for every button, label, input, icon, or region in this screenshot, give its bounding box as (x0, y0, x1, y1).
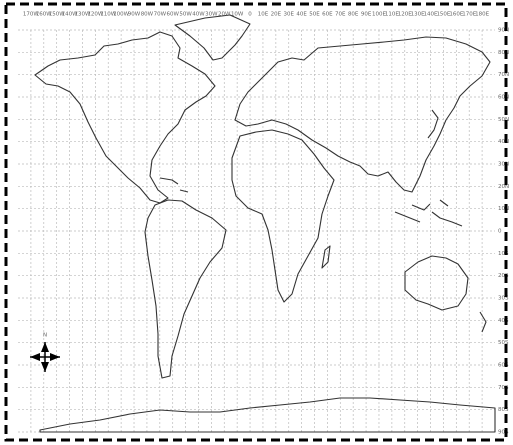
longitude-label: 60W (166, 12, 179, 18)
longitude-label: 20E (271, 12, 282, 18)
africa (231, 129, 335, 303)
longitude-label: 40W (192, 12, 205, 18)
eurasia (234, 36, 491, 193)
longitude-label: 80E (348, 12, 359, 18)
madagascar (321, 245, 331, 269)
longitude-label: 100E (372, 12, 386, 18)
longitude-label: 150W (49, 12, 65, 18)
latitude-label: 90S (498, 430, 509, 436)
frame (4, 2, 508, 442)
caribbean (159, 177, 189, 193)
latitude-label: 20N (498, 184, 509, 190)
latitude-label: 70S (498, 385, 509, 391)
longitude-label: 50W (179, 12, 192, 18)
latitude-label: 0 (498, 229, 502, 235)
longitude-label: 70W (154, 12, 167, 18)
latitude-label: 10N (498, 206, 509, 212)
latitude-label: 40S (498, 318, 509, 324)
latitude-label: 50S (498, 340, 509, 346)
indonesia (394, 199, 463, 227)
longitude-label: 90W (128, 12, 141, 18)
longitude-label: 170W (23, 12, 39, 18)
longitude-label: 90E (361, 12, 372, 18)
latitude-label: 60S (498, 363, 509, 369)
antarctica (39, 397, 496, 433)
latitude-label: 80N (498, 50, 509, 56)
longitude-label: 120E (398, 12, 412, 18)
compass-label: N (43, 333, 47, 339)
latitude-label: 60N (498, 95, 509, 101)
longitude-label: 120W (87, 12, 103, 18)
longitude-label: 130E (411, 12, 425, 18)
longitude-label: 100W (113, 12, 129, 18)
longitude-label: 50E (309, 12, 320, 18)
longitude-label: 150E (436, 12, 450, 18)
latitude-label: 30S (498, 296, 509, 302)
japan (427, 109, 439, 139)
longitude-label: 10W (231, 12, 244, 18)
new-zealand (479, 311, 487, 333)
longitude-label: 30W (205, 12, 218, 18)
longitude-label: 60E (322, 12, 333, 18)
latitude-label: 90N (498, 28, 509, 34)
grid (18, 29, 495, 433)
greenland (174, 14, 251, 61)
longitude-label: 110W (100, 12, 116, 18)
longitude-label: 160E (449, 12, 463, 18)
longitude-label: 180E (475, 12, 489, 18)
latitude-label: 10S (498, 251, 509, 257)
longitude-label: 160W (36, 12, 52, 18)
longitude-label: 10E (258, 12, 269, 18)
longitude-label: 40E (296, 12, 307, 18)
compass: N (30, 333, 60, 372)
longitude-label: 20W (218, 12, 231, 18)
longitude-label: 110E (385, 12, 399, 18)
south-america (144, 199, 227, 379)
latitude-label: 40N (498, 139, 509, 145)
australia (404, 255, 469, 311)
longitude-label: 70E (335, 12, 346, 18)
longitude-label: 80W (141, 12, 154, 18)
latitude-label: 30N (498, 162, 509, 168)
latitude-label: 80S (498, 407, 509, 413)
longitude-label: 130W (74, 12, 90, 18)
longitude-label: 30E (283, 12, 294, 18)
longitude-label: 140W (62, 12, 78, 18)
latitude-label: 70N (498, 72, 509, 78)
north-america (34, 31, 216, 204)
longitude-label: 0 (248, 12, 252, 18)
longitude-label: 170E (462, 12, 476, 18)
latitude-label: 20S (498, 273, 509, 279)
latitude-label: 50N (498, 117, 509, 123)
continents (34, 14, 496, 433)
longitude-label: 140E (424, 12, 438, 18)
